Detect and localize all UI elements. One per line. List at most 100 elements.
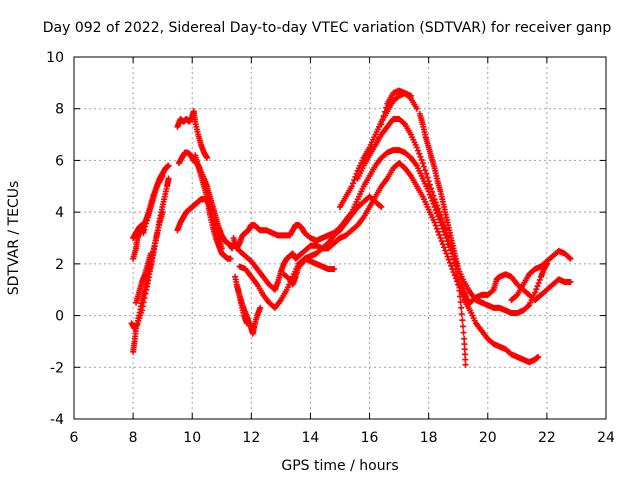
data-point xyxy=(535,279,542,286)
data-point xyxy=(428,185,435,192)
x-tick-label: 22 xyxy=(538,430,556,446)
data-point xyxy=(429,188,436,195)
data-point xyxy=(426,181,433,188)
x-tick-label: 6 xyxy=(70,430,79,446)
data-point xyxy=(567,278,574,285)
series-segment-a2 xyxy=(130,172,166,262)
chart-title: Day 092 of 2022, Sidereal Day-to-day VTE… xyxy=(43,20,612,36)
data-point xyxy=(461,341,468,348)
data-point xyxy=(533,286,540,293)
data-point xyxy=(227,255,234,262)
y-axis-label: SDTVAR / TECUs xyxy=(6,181,22,296)
data-point xyxy=(379,117,386,124)
series-segment-c5 xyxy=(232,273,250,327)
data-point xyxy=(566,254,573,261)
data-point xyxy=(437,211,444,218)
data-point xyxy=(433,202,440,209)
data-point xyxy=(433,225,440,232)
data-point xyxy=(378,121,385,128)
x-axis-label: GPS time / hours xyxy=(281,458,398,474)
data-point xyxy=(442,226,449,233)
series-segment-c10 xyxy=(416,110,574,306)
y-tick-label: -4 xyxy=(50,412,64,428)
data-point xyxy=(351,177,358,184)
y-tick-label: 2 xyxy=(55,257,64,273)
x-tick-label: 16 xyxy=(361,430,379,446)
data-point xyxy=(532,289,539,296)
data-point xyxy=(442,247,449,254)
data-point xyxy=(441,244,448,251)
data-points xyxy=(128,87,574,368)
data-point xyxy=(446,259,453,266)
data-point xyxy=(425,178,432,185)
data-point xyxy=(435,228,442,235)
data-point xyxy=(419,160,426,167)
data-point xyxy=(462,361,469,368)
data-point xyxy=(462,356,469,363)
data-point xyxy=(218,245,225,252)
data-point xyxy=(438,238,445,245)
data-point xyxy=(416,150,423,157)
data-point xyxy=(380,112,387,119)
grid xyxy=(74,57,606,419)
data-point xyxy=(381,108,388,115)
data-point xyxy=(377,202,384,209)
data-point xyxy=(423,170,430,177)
data-point xyxy=(437,235,444,241)
data-point xyxy=(432,222,439,229)
data-point xyxy=(460,329,467,336)
data-point xyxy=(424,174,431,181)
data-point xyxy=(458,311,465,318)
data-point xyxy=(461,335,468,342)
data-point xyxy=(462,351,469,358)
data-point xyxy=(458,304,465,311)
data-point xyxy=(436,208,443,215)
data-point xyxy=(435,205,442,212)
y-tick-label: 8 xyxy=(55,102,64,118)
y-tick-label: -2 xyxy=(50,360,64,376)
x-tick-label: 12 xyxy=(242,430,260,446)
x-tick-label: 18 xyxy=(420,430,438,446)
data-point xyxy=(159,172,166,179)
series-segment-c11 xyxy=(508,247,574,304)
data-point xyxy=(420,163,427,170)
data-point xyxy=(456,293,463,300)
data-point xyxy=(204,154,210,161)
series-segment-c3 xyxy=(236,193,385,311)
data-point xyxy=(461,346,468,353)
data-point xyxy=(457,299,464,306)
data-point xyxy=(524,303,531,310)
y-tick-label: 10 xyxy=(46,50,64,66)
data-point xyxy=(450,269,457,276)
data-point xyxy=(413,144,420,151)
data-point xyxy=(439,241,446,248)
data-point xyxy=(159,209,166,216)
data-point xyxy=(422,167,429,174)
data-point xyxy=(445,256,452,263)
series-segment-c9 xyxy=(378,87,414,128)
series-segment-c2 xyxy=(230,160,542,366)
data-point xyxy=(431,196,438,203)
series-segment-b4 xyxy=(192,152,225,252)
data-point xyxy=(513,292,520,299)
series-segment-b1 xyxy=(174,108,210,161)
data-point xyxy=(431,219,438,226)
data-point xyxy=(407,92,414,99)
y-tick-label: 4 xyxy=(55,205,64,221)
series-segment-c6 xyxy=(280,255,338,288)
data-point xyxy=(348,183,355,190)
data-point xyxy=(418,156,425,163)
data-point xyxy=(459,317,466,324)
data-point xyxy=(430,192,437,199)
data-point xyxy=(417,153,424,160)
data-point xyxy=(443,250,450,257)
data-point xyxy=(567,255,574,262)
data-point xyxy=(331,266,338,273)
data-point xyxy=(243,320,250,327)
x-tick-label: 14 xyxy=(302,430,320,446)
data-point xyxy=(489,287,496,294)
x-tick-label: 8 xyxy=(129,430,138,446)
series-segment-a5 xyxy=(133,250,154,306)
